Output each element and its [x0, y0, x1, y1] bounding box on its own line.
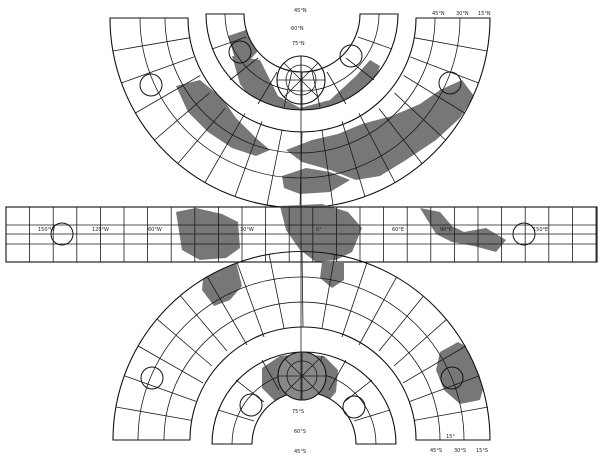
label-60w: 60°W: [148, 227, 162, 233]
label-60n: 60°N: [291, 26, 304, 32]
label-75n: 75°N: [292, 41, 305, 47]
label-45s-arc: 45°S: [430, 448, 442, 454]
label-0: 0°: [316, 227, 322, 233]
tissot-indicatrix: [228, 40, 252, 64]
land-africa-south: [320, 262, 344, 288]
north-band: [109, 17, 491, 209]
south-polar-cap: 75°S 60°S 45°S: [211, 351, 397, 455]
tissot-indicatrix: [139, 73, 163, 97]
label-15n-arc: 15°N: [478, 11, 491, 17]
label-60e: 60°E: [392, 227, 404, 233]
tissot-indicatrix: [50, 222, 74, 246]
label-30n-arc: 30°N: [456, 11, 469, 17]
label-45n-arc: 45°N: [432, 11, 445, 17]
label-30s-arc: 30°S: [454, 448, 466, 454]
label-45s-bottom: 45°S: [294, 449, 306, 455]
label-15-corner: 15°: [446, 434, 455, 440]
tissot-indicatrix: [512, 222, 536, 246]
label-15s-arc: 15°S: [476, 448, 488, 454]
equator-grid: [5, 206, 598, 263]
label-120w: 120°W: [92, 227, 109, 233]
land-australia: [436, 342, 486, 404]
label-75s: 75°S: [292, 409, 304, 415]
label-30w: 30°W: [240, 227, 254, 233]
tissot-indicatrix: [440, 366, 464, 390]
land-north-america: [176, 80, 270, 156]
tissot-indicatrix: [438, 71, 462, 95]
land-indonesia: [420, 208, 506, 252]
tissot-indicatrix: [140, 366, 164, 390]
label-60s: 60°S: [294, 429, 306, 435]
label-150e: 150°E: [533, 227, 548, 233]
land-africa: [280, 204, 362, 262]
equator-meridians: [29, 207, 597, 262]
equatorial-strip: 150°W 120°W 60°W 30°W 0° 60°E 90°E 150°E: [5, 204, 598, 263]
south-pole-disc: [277, 351, 327, 401]
tissot-indicatrix: [339, 44, 363, 68]
land-antarctic-peninsula: [232, 352, 250, 358]
tissot-indicatrix: [239, 393, 263, 417]
label-90e: 90°E: [440, 227, 452, 233]
label-45n-top: 45°N: [294, 8, 307, 14]
tissot-indicatrix: [342, 395, 366, 419]
south-band-meridians: [113, 251, 490, 441]
land-eurasia: [286, 80, 474, 180]
label-150w: 150°W: [38, 227, 55, 233]
